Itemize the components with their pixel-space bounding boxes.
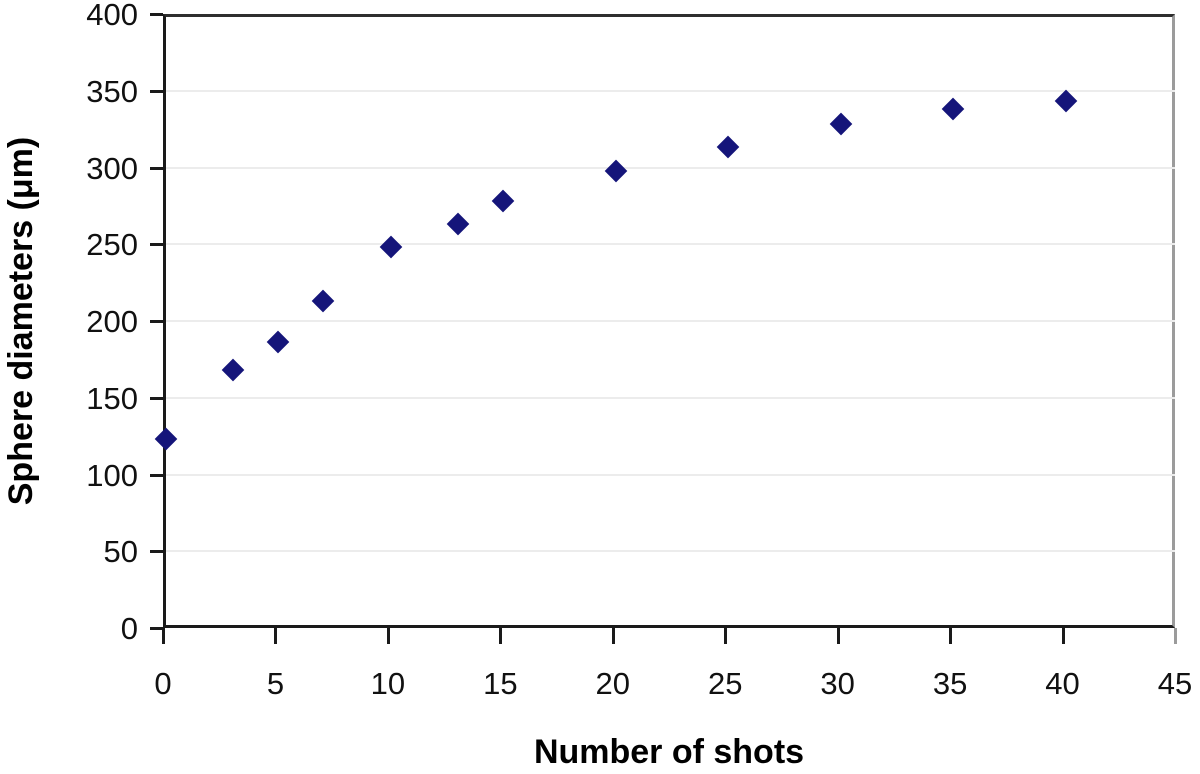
x-tick-mark <box>162 628 165 644</box>
data-point-diamond <box>716 136 740 159</box>
y-tick-mark <box>150 166 163 170</box>
gridline <box>166 166 1175 169</box>
data-point-diamond <box>492 189 515 213</box>
y-tick-mark <box>150 89 163 93</box>
data-point-diamond <box>267 331 290 354</box>
y-tick-label: 100 <box>86 457 138 493</box>
data-point-diamond <box>604 159 628 182</box>
gridline <box>166 396 1175 399</box>
data-point-diamond <box>222 358 245 382</box>
gridline <box>166 243 1175 246</box>
x-tick-label: 30 <box>820 666 855 701</box>
x-tick-mark <box>499 628 503 644</box>
x-tick-mark <box>724 628 728 644</box>
x-tick-label: 35 <box>932 666 968 701</box>
y-tick-label: 200 <box>86 304 138 339</box>
data-point-diamond <box>447 212 470 236</box>
x-tick-mark <box>949 628 953 644</box>
data-point-diamond <box>1054 90 1077 113</box>
y-tick-mark <box>150 396 163 400</box>
x-tick-label: 45 <box>1157 666 1193 701</box>
y-tick-label: 300 <box>86 150 138 186</box>
x-tick-label: 10 <box>370 666 406 701</box>
x-tick-mark <box>1061 628 1065 644</box>
gridline <box>166 550 1175 553</box>
y-tick-mark <box>150 550 163 554</box>
y-tick-label: 150 <box>86 380 138 416</box>
x-tick-label: 20 <box>595 666 630 701</box>
x-tick-mark <box>386 628 390 644</box>
x-tick-label: 25 <box>707 666 743 701</box>
y-tick-label: 400 <box>86 0 138 32</box>
y-tick-mark <box>150 320 163 323</box>
y-tick-mark <box>150 13 163 16</box>
plot-area <box>154 14 1175 628</box>
data-point-diamond <box>379 235 403 259</box>
x-tick-label: 40 <box>1045 666 1080 701</box>
x-tick-mark <box>1174 628 1177 644</box>
y-tick-label: 350 <box>86 73 138 109</box>
gridline <box>166 473 1175 476</box>
data-point-diamond <box>154 427 178 451</box>
y-tick-label: 0 <box>120 611 138 646</box>
x-tick-label: 0 <box>154 666 172 701</box>
x-tick-label: 15 <box>483 666 518 701</box>
y-tick-mark <box>150 473 163 477</box>
data-point-diamond <box>829 113 852 136</box>
x-axis-title: Number of shots <box>533 733 805 771</box>
gridline <box>166 320 1175 322</box>
data-point-diamond <box>312 289 335 313</box>
y-tick-mark <box>150 243 163 247</box>
x-tick-label: 5 <box>266 666 285 701</box>
x-tick-mark <box>836 628 840 644</box>
y-tick-label: 50 <box>103 534 138 570</box>
y-tick-label: 250 <box>86 227 138 263</box>
x-tick-mark <box>611 628 615 644</box>
data-point-diamond <box>941 97 965 121</box>
gridline <box>166 89 1175 92</box>
y-tick-mark <box>150 627 163 630</box>
x-tick-mark <box>274 628 278 644</box>
